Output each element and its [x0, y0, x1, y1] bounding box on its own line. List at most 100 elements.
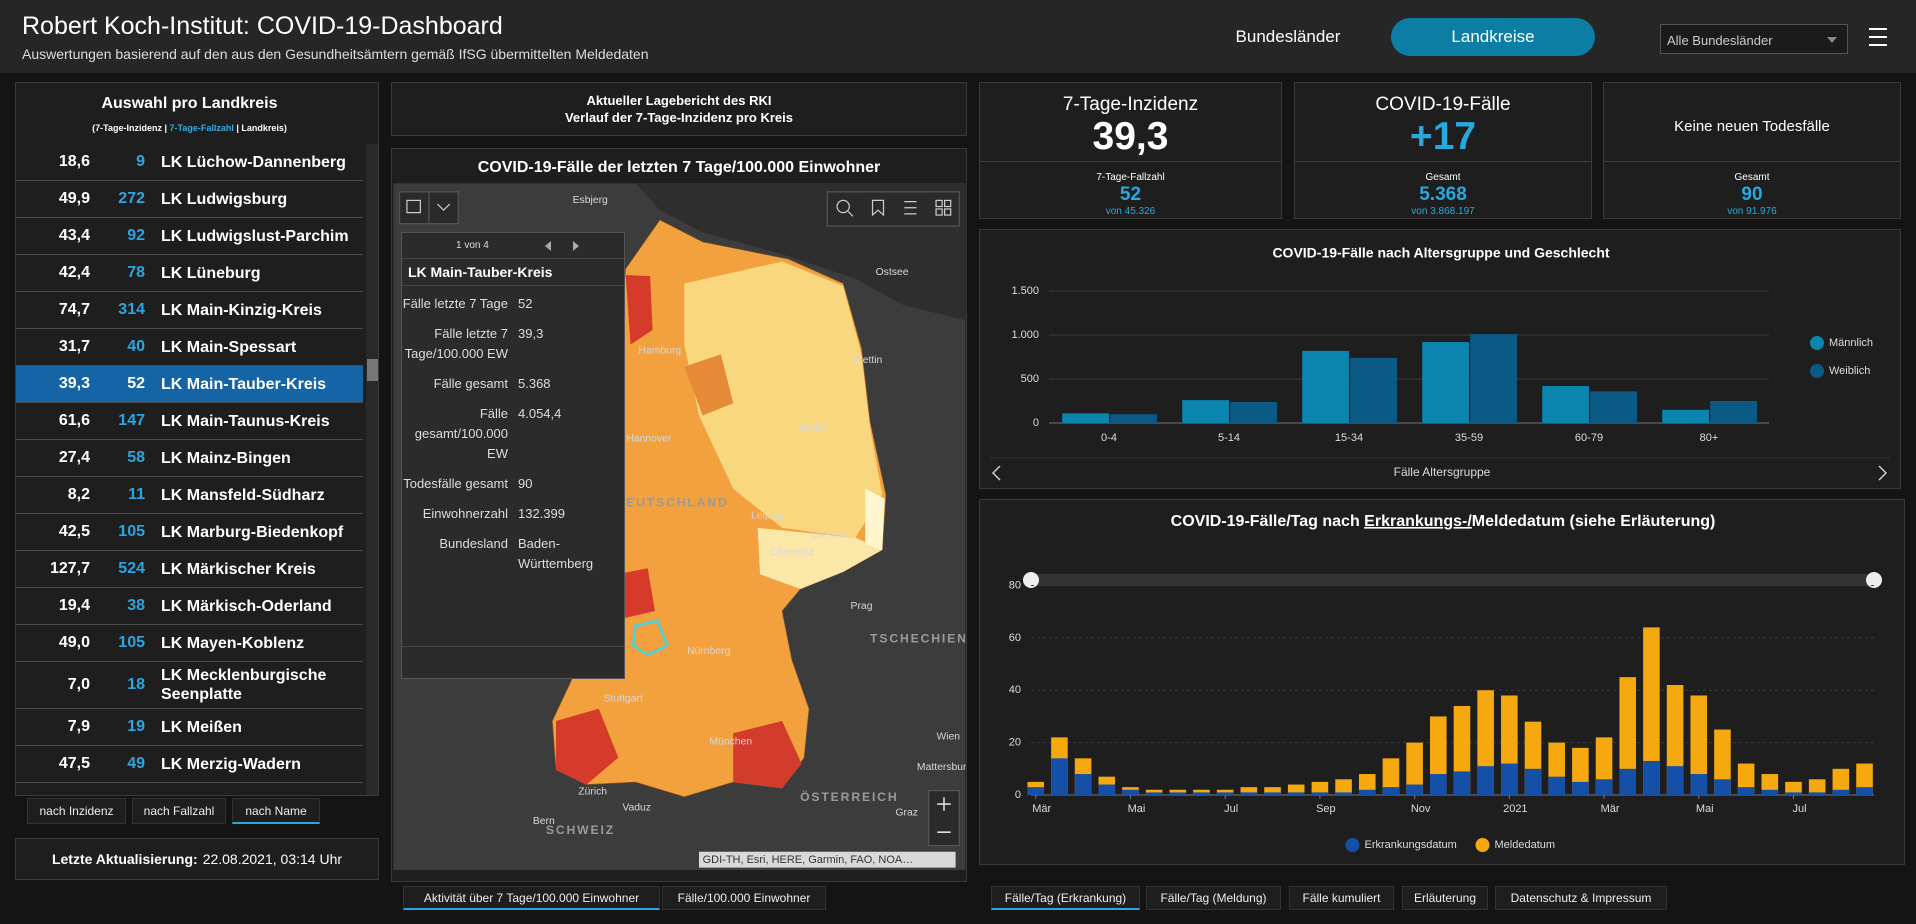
chart-tab[interactable]: Fälle/Tag (Meldung): [1146, 886, 1281, 910]
region: [684, 354, 734, 416]
region: [684, 261, 883, 538]
nav-arrow[interactable]: [991, 465, 1001, 481]
bar: [1590, 391, 1637, 423]
case-count: 52: [127, 375, 145, 392]
chart-tab[interactable]: Datenschutz & Impressum: [1495, 886, 1667, 910]
place-label: Chemnitz: [770, 547, 814, 558]
list-row[interactable]: 42,5 105 LK Marburg-Biedenkopf: [16, 514, 363, 551]
list-row[interactable]: 19,4 38 LK Märkisch-Oderland: [16, 588, 363, 625]
bar: [1524, 768, 1542, 795]
list-row[interactable]: 7,9 19 LK Meißen: [16, 709, 363, 746]
bar: [1542, 386, 1589, 423]
header: Robert Koch-Institut: COVID-19-Dashboard…: [0, 0, 1916, 73]
list-row[interactable]: 8,2 11 LK Mansfeld-Südharz: [16, 477, 363, 514]
x-axis-label: Fälle Altersgruppe: [1394, 465, 1491, 479]
map-tab[interactable]: Fälle/100.000 Einwohner: [662, 886, 826, 910]
popup-nav[interactable]: [545, 241, 551, 251]
sort-button[interactable]: nach Inzidenz: [27, 798, 126, 824]
popup-footer: [402, 646, 624, 678]
list-row[interactable]: 61,6 147 LK Main-Taunus-Kreis: [16, 403, 363, 440]
case-count: 38: [127, 597, 145, 614]
filter-select[interactable]: Alle Bundesländer: [1660, 24, 1848, 54]
chart-tab[interactable]: Fälle/Tag (Erkrankung): [991, 886, 1140, 910]
popup-field: Fälle gesamt/100.000 EW 4.054,4: [402, 404, 624, 464]
slider-handle[interactable]: [1023, 572, 1039, 588]
place-label: Berlin: [799, 424, 826, 435]
bar: [1051, 758, 1068, 795]
popup-pager: 1 von 4: [456, 240, 489, 251]
attribution: GDI-TH, Esri, HERE, Garmin, FAO, NOA…: [703, 854, 914, 866]
district-name: LK Mecklenburgische Seenplatte: [161, 667, 327, 703]
icon: [935, 208, 943, 216]
case-count: 147: [118, 412, 145, 429]
list-row[interactable]: 49,9 272 LK Ludwigsburg: [16, 181, 363, 218]
bar: [1350, 357, 1397, 423]
case-count: 524: [118, 560, 145, 577]
case-count: 19: [127, 718, 145, 735]
chart-tab[interactable]: Fälle kumuliert: [1289, 886, 1394, 910]
list-row[interactable]: 27,4 58 LK Mainz-Bingen: [16, 440, 363, 477]
sort-button[interactable]: nach Fallzahl: [132, 798, 226, 824]
map[interactable]: Esbjerg Ostsee Hamburg Stettin Hannover Berli…: [392, 149, 966, 881]
list-row[interactable]: 47,5 49 LK Merzig-Wadern: [16, 746, 363, 783]
popup-field: Todesfälle gesamt 90: [402, 474, 624, 494]
list-row[interactable]: 31,7 40 LK Main-Spessart: [16, 329, 363, 366]
field-value: 39,3: [518, 326, 544, 341]
popup-field: Fälle gesamt 5.368: [402, 374, 624, 394]
report-box[interactable]: Aktueller Lagebericht des RKI Verlauf der…: [391, 82, 967, 136]
update-panel: Letzte Aktualisierung: 22.08.2021, 03:14 …: [15, 838, 379, 880]
kpi-card: Keine neuen Todesfälle Gesamt 90 von 91.976: [1603, 82, 1901, 219]
title-part: COVID-19-Fälle/Tag nach: [1171, 513, 1365, 530]
popup-field: Fälle letzte 7 Tage/100.000 EW 39,3: [402, 324, 624, 364]
update-value: 22.08.2021, 03:14 Uhr: [202, 851, 343, 867]
scrollbar-thumb[interactable]: [367, 359, 378, 381]
place-label: TSCHECHIEN: [870, 631, 966, 645]
card-note: von 3.868.197: [1411, 206, 1475, 217]
place-label: Graz: [895, 807, 917, 818]
incidence: 42,4: [58, 264, 90, 281]
map-tab[interactable]: Aktivität über 7 Tage/100.000 Einwohner: [403, 886, 660, 910]
case-count: 11: [128, 486, 145, 503]
bar: [1027, 787, 1045, 795]
x-tick-label: 35-59: [1455, 432, 1483, 444]
region: [865, 488, 885, 550]
list-row[interactable]: 42,4 78 LK Lüneburg: [16, 255, 363, 292]
legend-part: (7-Tage-Inzidenz: [92, 123, 162, 133]
list-row[interactable]: 49,0 105 LK Mayen-Koblenz: [16, 625, 363, 662]
nav-button[interactable]: Bundesländer: [1235, 27, 1341, 46]
popup-nav[interactable]: [573, 241, 579, 251]
icon: [836, 199, 850, 214]
legend-label: Meldedatum: [1495, 839, 1556, 851]
icon: [937, 797, 951, 833]
card-value: 39,3: [1092, 115, 1169, 158]
icon: [943, 199, 952, 208]
bar: [1737, 763, 1755, 795]
case-count: 92: [127, 227, 145, 244]
zoom-control[interactable]: [928, 790, 960, 847]
card-note: von 45.326: [1105, 206, 1156, 217]
bar: [1477, 766, 1494, 795]
list-row[interactable]: 127,7 524 LK Märkischer Kreis: [16, 551, 363, 588]
dropdown-arrow: [1827, 37, 1837, 43]
slider-handle[interactable]: [1866, 572, 1882, 588]
district-name: LK Merzig-Wadern: [161, 755, 301, 773]
list-row[interactable]: 39,3 52 LK Main-Tauber-Kreis: [16, 366, 363, 403]
list-row[interactable]: 74,7 314 LK Main-Kinzig-Kreis: [16, 292, 363, 329]
nav-arrow[interactable]: [1878, 465, 1888, 481]
list-row[interactable]: 43,4 92 LK Ludwigslust-Parchim: [16, 218, 363, 255]
chart-tab[interactable]: Erläuterung: [1402, 886, 1488, 910]
legend-part: |: [233, 123, 242, 133]
place-label: Prag: [851, 601, 873, 612]
nav-button[interactable]: Landkreise: [1391, 18, 1595, 56]
field-label: Fälle letzte 7 Tage: [402, 296, 508, 311]
place-label: Stuttgart: [604, 694, 643, 705]
bar: [1643, 627, 1660, 795]
district-name: LK Marburg-Biedenkopf: [161, 523, 344, 541]
sort-button[interactable]: nach Name: [232, 798, 320, 824]
incidence: 47,5: [58, 755, 90, 772]
list-row[interactable]: 18,6 9 LK Lüchow-Dannenberg: [16, 144, 363, 181]
list-row[interactable]: 7,0 18 LK Mecklenburgische Seenplatte: [16, 662, 363, 709]
icon: [437, 203, 451, 212]
bar: [1062, 413, 1109, 423]
x-tick-label: Mär: [1032, 803, 1051, 815]
